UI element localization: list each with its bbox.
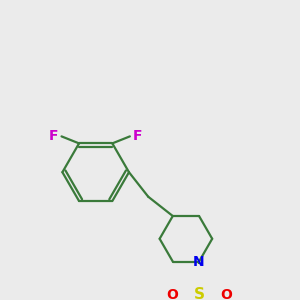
Text: O: O <box>220 288 232 300</box>
Text: F: F <box>49 129 58 143</box>
Text: F: F <box>133 129 142 143</box>
Text: S: S <box>194 287 205 300</box>
Text: O: O <box>166 288 178 300</box>
Text: N: N <box>193 254 205 268</box>
